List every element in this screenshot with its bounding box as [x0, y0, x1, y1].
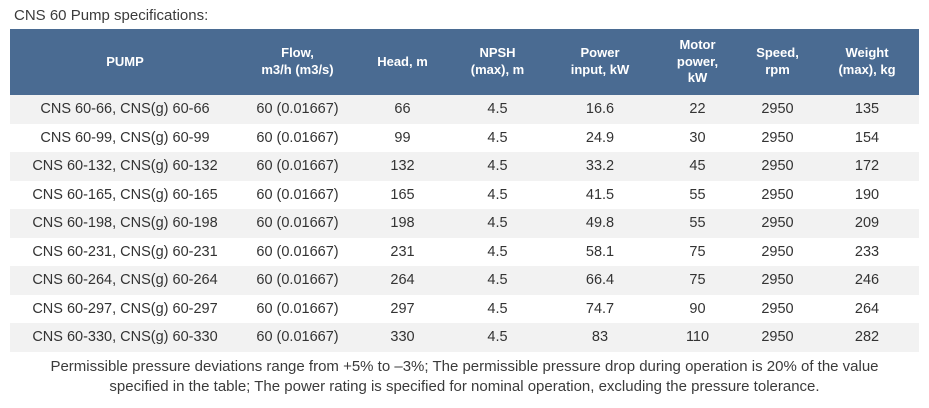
table-row: CNS 60-231, CNS(g) 60-231 60 (0.01667) 231…: [10, 237, 919, 266]
spec-value-cell: 75: [689, 272, 706, 289]
column-header-flow: Flow, m3/h (m3/s): [240, 29, 355, 95]
spec-value-cell: 4.5: [487, 272, 508, 289]
spec-value-cell: 60 (0.01667): [256, 158, 339, 175]
spec-value-cell: 55: [689, 186, 706, 203]
spec-value-cell: 154: [854, 129, 880, 146]
spec-value-cell: 4.5: [487, 300, 508, 317]
spec-value-cell: 66.4: [585, 272, 615, 289]
spec-value-cell: 264: [854, 300, 880, 317]
spec-value-cell: 2950: [761, 300, 794, 317]
spec-value-cell: 75: [689, 243, 706, 260]
spec-value-cell: 2950: [761, 215, 794, 232]
spec-value-cell: 4.5: [487, 243, 508, 260]
spec-value-cell: 33.2: [585, 158, 615, 175]
pump-model-cell: CNS 60-165, CNS(g) 60-165: [32, 186, 218, 203]
table-body: CNS 60-66, CNS(g) 60-66 60 (0.01667) 66 4.5…: [10, 95, 919, 352]
spec-value-cell: 90: [689, 300, 706, 317]
spec-value-cell: 16.6: [585, 101, 615, 118]
spec-value-cell: 2950: [761, 243, 794, 260]
spec-value-cell: 60 (0.01667): [256, 300, 339, 317]
spec-value-cell: 60 (0.01667): [256, 329, 339, 346]
spec-value-cell: 22: [689, 101, 706, 118]
spec-value-cell: 2950: [761, 158, 794, 175]
spec-value-cell: 99: [394, 129, 411, 146]
pump-model-cell: CNS 60-132, CNS(g) 60-132: [32, 158, 218, 175]
spec-value-cell: 30: [689, 129, 706, 146]
pump-model-cell: CNS 60-264, CNS(g) 60-264: [32, 272, 218, 289]
spec-value-cell: 233: [854, 243, 880, 260]
pump-model-cell: CNS 60-99, CNS(g) 60-99: [40, 129, 210, 146]
spec-value-cell: 4.5: [487, 329, 508, 346]
table-row: CNS 60-330, CNS(g) 60-330 60 (0.01667) 330…: [10, 323, 919, 352]
spec-value-cell: 231: [390, 243, 415, 260]
column-header-npsh: NPSH (max), m: [450, 29, 545, 95]
spec-value-cell: 55: [689, 215, 706, 232]
table-row: CNS 60-132, CNS(g) 60-132 60 (0.01667) 132…: [10, 152, 919, 181]
spec-value-cell: 135: [854, 101, 880, 118]
spec-value-cell: 110: [685, 329, 710, 346]
table-row: CNS 60-165, CNS(g) 60-165 60 (0.01667) 165…: [10, 180, 919, 209]
spec-value-cell: 4.5: [487, 215, 508, 232]
column-header-weight: Weight (max), kg: [815, 29, 919, 95]
spec-value-cell: 2950: [761, 186, 794, 203]
spec-value-cell: 282: [854, 329, 880, 346]
spec-value-cell: 4.5: [487, 158, 508, 175]
spec-value-cell: 132: [390, 158, 415, 175]
spec-value-cell: 2950: [761, 329, 794, 346]
spec-value-cell: 60 (0.01667): [256, 215, 339, 232]
spec-value-cell: 246: [854, 272, 880, 289]
spec-value-cell: 45: [689, 158, 706, 175]
spec-value-cell: 297: [390, 300, 415, 317]
spec-value-cell: 60 (0.01667): [256, 186, 339, 203]
spec-value-cell: 41.5: [585, 186, 615, 203]
spec-value-cell: 4.5: [487, 186, 508, 203]
column-header-speed: Speed, rpm: [740, 29, 815, 95]
spec-value-cell: 2950: [761, 129, 794, 146]
spec-value-cell: 58.1: [585, 243, 615, 260]
table-row: CNS 60-66, CNS(g) 60-66 60 (0.01667) 66 4.5…: [10, 95, 919, 124]
pump-model-cell: CNS 60-198, CNS(g) 60-198: [32, 215, 218, 232]
spec-value-cell: 24.9: [585, 129, 615, 146]
table-header-row: PUMP Flow, m3/h (m3/s) Head, m NPSH (max…: [10, 29, 919, 95]
page-title: CNS 60 Pump specifications:: [14, 7, 209, 24]
spec-value-cell: 4.5: [487, 101, 508, 118]
pump-model-cell: CNS 60-231, CNS(g) 60-231: [32, 243, 218, 260]
spec-value-cell: 198: [390, 215, 415, 232]
pump-spec-table: PUMP Flow, m3/h (m3/s) Head, m NPSH (max…: [10, 29, 919, 352]
spec-value-cell: 66: [394, 101, 411, 118]
spec-value-cell: 190: [854, 186, 880, 203]
column-header-head: Head, m: [355, 29, 450, 95]
table-row: CNS 60-297, CNS(g) 60-297 60 (0.01667) 297…: [10, 294, 919, 323]
table-row: CNS 60-264, CNS(g) 60-264 60 (0.01667) 264…: [10, 266, 919, 295]
footnote-text: Permissible pressure deviations range fr…: [50, 357, 879, 395]
spec-value-cell: 4.5: [487, 129, 508, 146]
spec-value-cell: 2950: [761, 101, 794, 118]
spec-value-cell: 60 (0.01667): [256, 243, 339, 260]
spec-value-cell: 83: [591, 329, 609, 346]
spec-value-cell: 330: [390, 329, 415, 346]
table-header: PUMP Flow, m3/h (m3/s) Head, m NPSH (max…: [10, 29, 919, 95]
spec-value-cell: 60 (0.01667): [256, 129, 339, 146]
column-header-power-input: Power input, kW: [545, 29, 655, 95]
spec-value-cell: 2950: [761, 272, 794, 289]
column-header-pump: PUMP: [10, 29, 240, 95]
column-header-motor-power: Motor power, kW: [655, 29, 740, 95]
spec-value-cell: 172: [854, 158, 880, 175]
pump-model-cell: CNS 60-330, CNS(g) 60-330: [32, 329, 218, 346]
spec-value-cell: 49.8: [585, 215, 615, 232]
table-row: CNS 60-198, CNS(g) 60-198 60 (0.01667) 198…: [10, 209, 919, 238]
table-row: CNS 60-99, CNS(g) 60-99 60 (0.01667) 99 4.5…: [10, 123, 919, 152]
spec-value-cell: 264: [390, 272, 415, 289]
spec-value-cell: 74.7: [585, 300, 615, 317]
spec-value-cell: 60 (0.01667): [256, 101, 339, 118]
spec-value-cell: 60 (0.01667): [256, 272, 339, 289]
pump-model-cell: CNS 60-297, CNS(g) 60-297: [32, 300, 218, 317]
pump-model-cell: CNS 60-66, CNS(g) 60-66: [40, 101, 210, 118]
spec-value-cell: 165: [390, 186, 415, 203]
spec-value-cell: 209: [854, 215, 880, 232]
